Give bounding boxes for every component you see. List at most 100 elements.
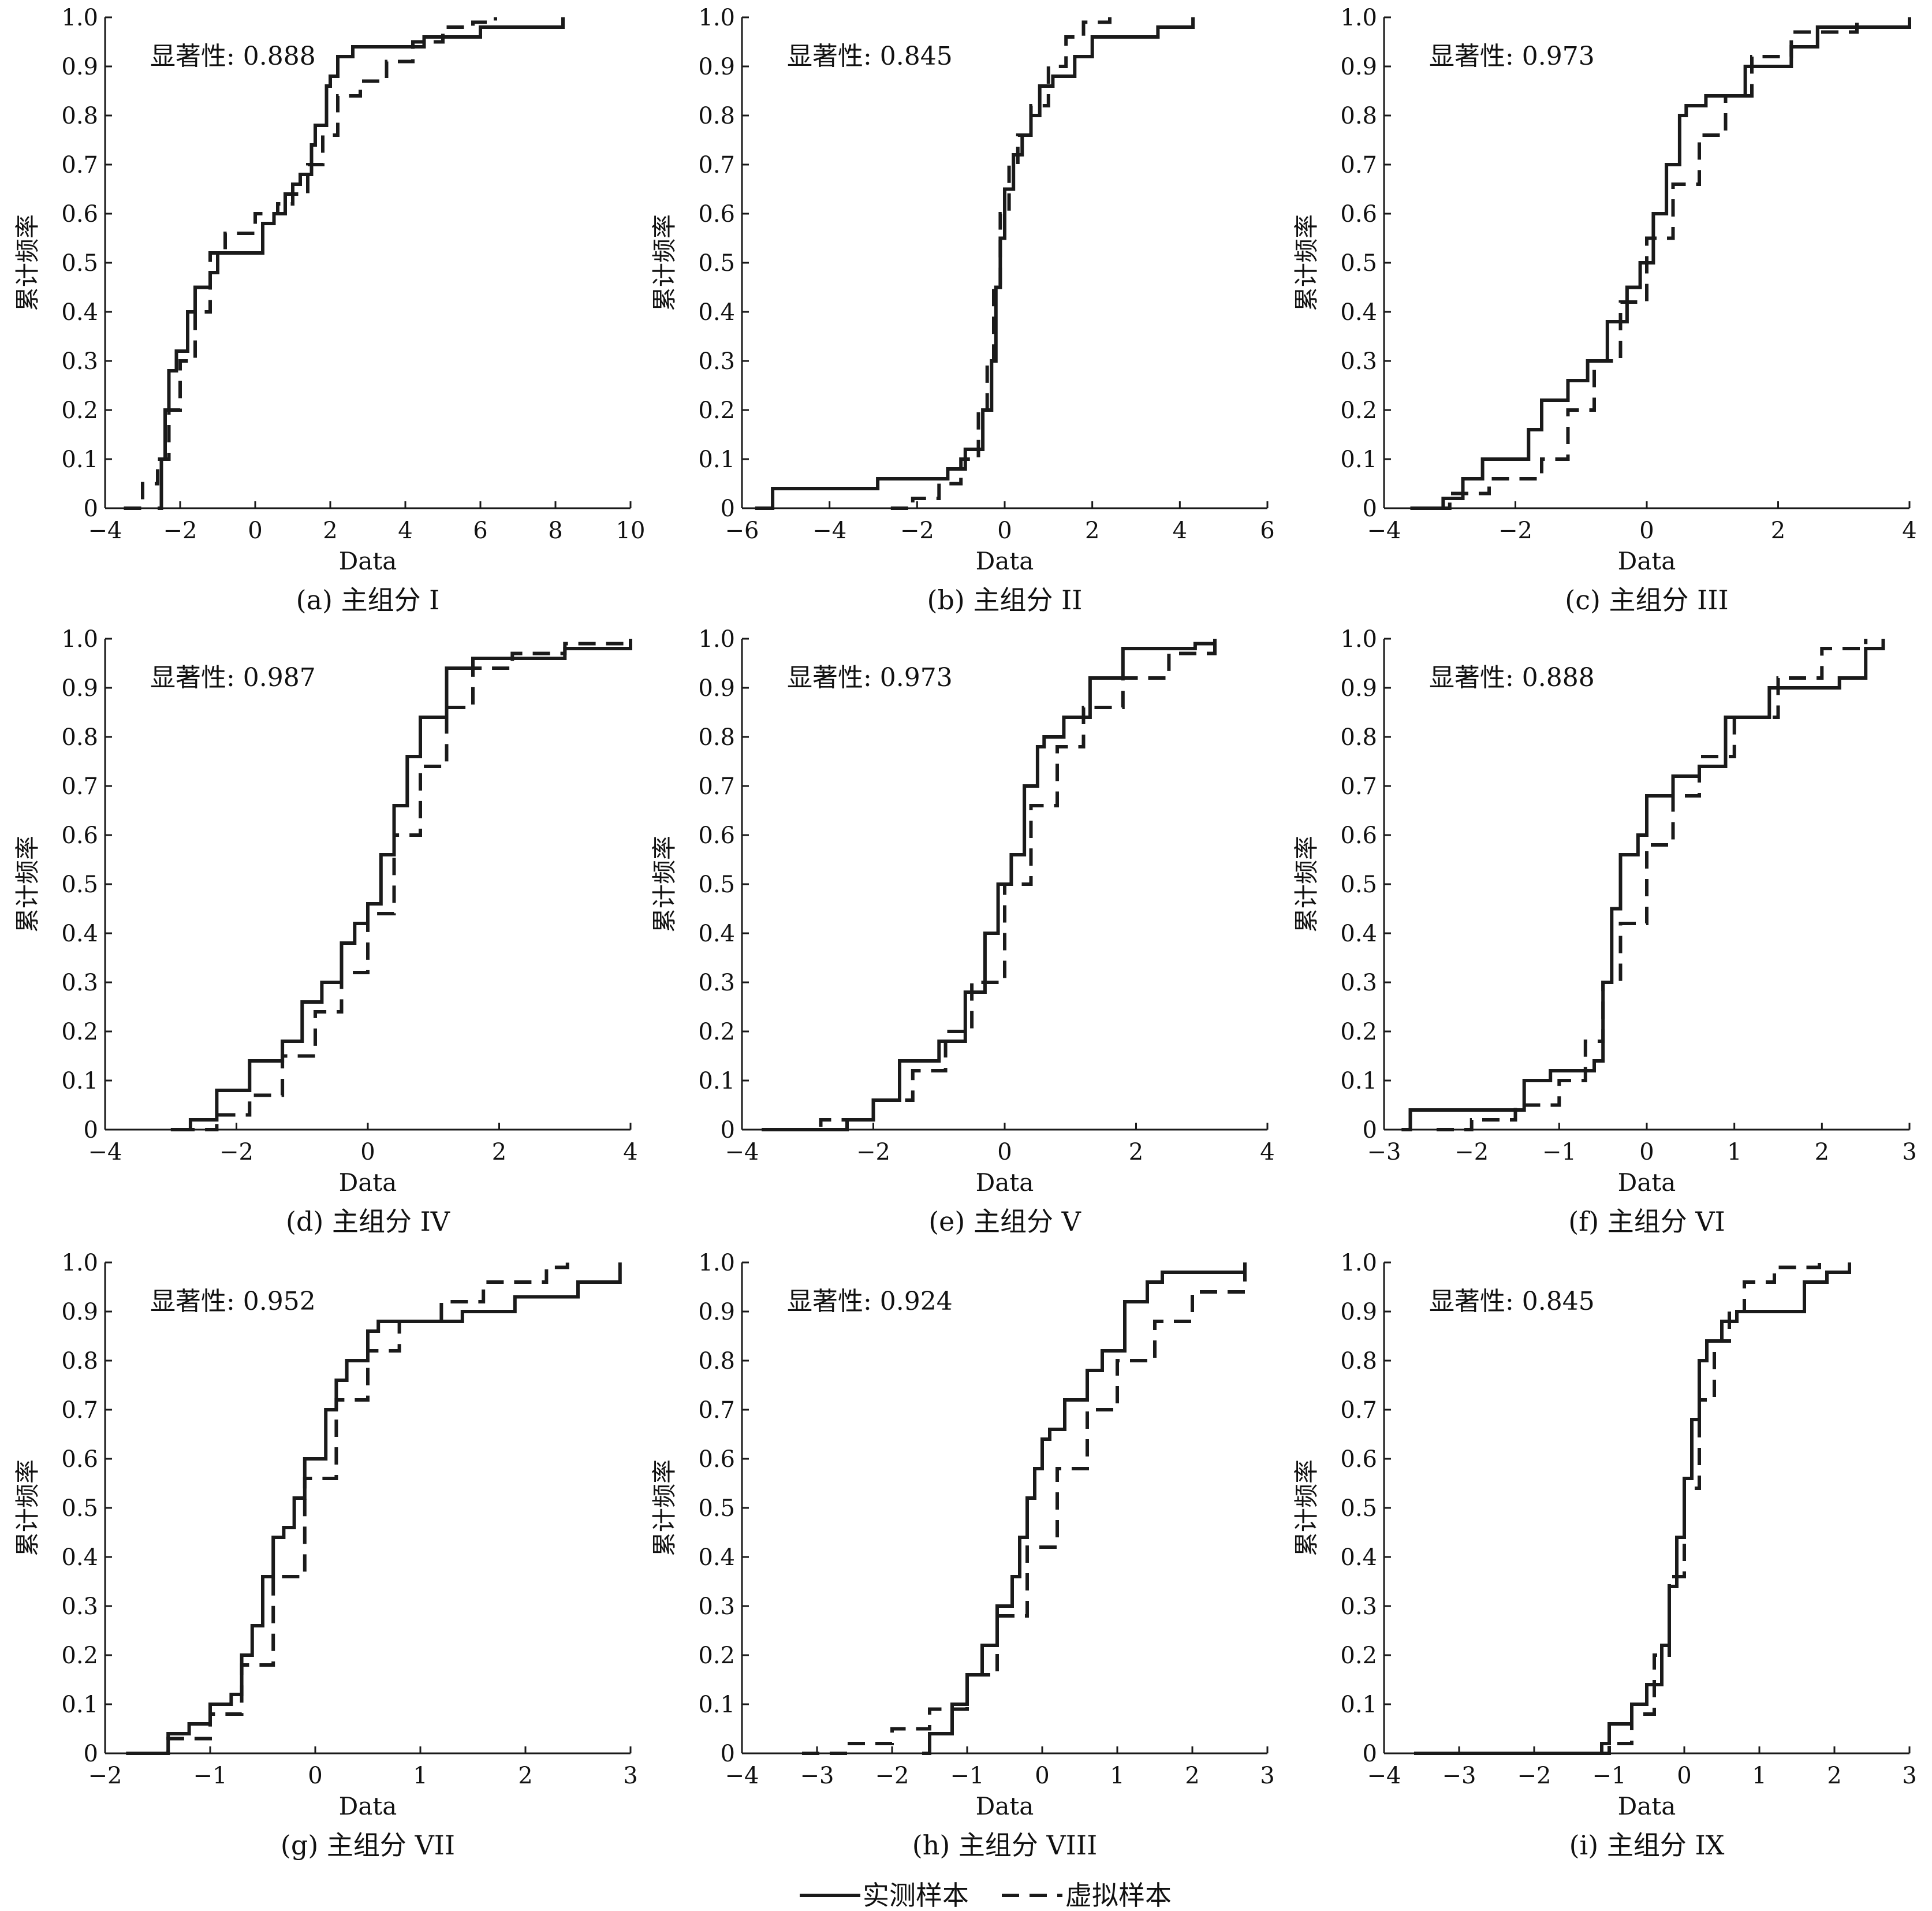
x-tick-label: 2 [1129,1139,1143,1165]
panel-4: 0 0.1 0.2 0.3 0.4 0.5 0.6 0.7 0.8 0.9 1.0 −4 −2 0 2 4 Da… [13,626,638,1237]
y-tick-label: 0.1 [1340,446,1377,473]
y-tick-label: 0.6 [61,201,98,228]
y-tick-label: 0.3 [1340,970,1377,996]
significance-annotation: 显著性: 0.845 [787,42,953,71]
panel-3: 0 0.1 0.2 0.3 0.4 0.5 0.6 0.7 0.8 0.9 1.0 −4 −2 0 2 4 Da… [1292,5,1917,616]
x-tick-label: 1 [1110,1763,1124,1789]
x-tick-label: 2 [1815,1139,1829,1165]
y-tick-label: 0.4 [61,1544,98,1571]
x-tick-label: 0 [360,1139,375,1165]
series-measured [170,639,632,1131]
y-tick-label: 1.0 [1340,1250,1377,1276]
x-tick-label: −3 [1442,1763,1476,1789]
panel-caption: (h) 主组分 VIII [912,1830,1098,1861]
x-tick-label: 2 [1827,1763,1841,1789]
y-tick-label: 0 [721,496,735,522]
y-tick-label: 0.5 [61,1495,98,1522]
y-tick-label: 0.8 [61,724,98,751]
x-tick-label: −2 [856,1139,890,1165]
y-axis-label: 累计频率 [13,836,42,933]
panel-caption: (b) 主组分 II [927,584,1083,616]
y-tick-label: 0.1 [61,446,98,473]
y-tick-label: 0.9 [61,675,98,702]
y-tick-label: 0.8 [1340,103,1377,129]
x-tick-label: 0 [1035,1763,1049,1789]
x-tick-label: −4 [1367,517,1401,544]
x-tick-label: −1 [950,1763,984,1789]
x-tick-label: 2 [1085,517,1099,544]
x-tick-label: 0 [997,1139,1012,1165]
panel-5: 0 0.1 0.2 0.3 0.4 0.5 0.6 0.7 0.8 0.9 1.0 −4 −2 0 2 4 Da… [650,626,1275,1237]
x-tick-label: −2 [900,517,934,544]
y-tick-label: 0.5 [61,871,98,898]
x-tick-label: 10 [616,517,646,544]
y-tick-label: 0.8 [698,724,735,751]
y-tick-label: 0.7 [698,773,735,800]
significance-annotation: 显著性: 0.987 [150,663,316,692]
y-tick-label: 0.3 [698,348,735,375]
series-virtual [1572,1262,1821,1755]
significance-annotation: 显著性: 0.924 [787,1287,953,1316]
x-tick-label: −2 [875,1763,909,1789]
y-tick-label: 0.9 [1340,675,1377,702]
x-tick-label: −2 [88,1763,122,1789]
x-axis-label: Data [976,547,1034,575]
y-tick-label: 0.9 [1340,1299,1377,1325]
y-tick-label: 0.3 [61,348,98,375]
panel-caption: (g) 主组分 VII [281,1830,455,1861]
y-tick-label: 0.4 [61,299,98,326]
y-tick-label: 0 [84,1741,98,1767]
x-axis-label: Data [339,1792,397,1820]
x-axis-label: Data [1618,1792,1676,1820]
significance-annotation: 显著性: 0.973 [787,663,953,692]
y-tick-label: 0.5 [1340,250,1377,277]
y-tick-label: 0.5 [61,250,98,277]
y-tick-label: 0.2 [698,1642,735,1669]
y-tick-label: 0.6 [1340,201,1377,228]
y-tick-label: 0.4 [61,921,98,947]
y-axis-label: 累计频率 [650,1459,678,1556]
x-tick-label: −2 [1454,1139,1489,1165]
y-tick-label: 0.9 [698,54,735,80]
y-tick-label: 0.3 [61,1593,98,1620]
y-tick-label: 0.6 [1340,1446,1377,1473]
y-tick-label: 0.8 [61,103,98,129]
panel-caption: (e) 主组分 V [928,1206,1081,1237]
x-tick-label: 0 [248,517,262,544]
x-tick-label: 3 [1260,1763,1274,1789]
y-tick-label: 0.8 [1340,724,1377,751]
y-tick-label: 0.1 [1340,1068,1377,1094]
panel-2: 0 0.1 0.2 0.3 0.4 0.5 0.6 0.7 0.8 0.9 1.0 −6 −4 −2 0 2 4… [650,5,1275,616]
y-tick-label: 1.0 [1340,5,1377,31]
x-tick-label: 4 [1260,1139,1274,1165]
x-tick-label: −3 [1367,1139,1401,1165]
series-virtual [768,639,1217,1131]
series-measured [1401,639,1885,1131]
y-tick-label: 1.0 [61,5,98,31]
legend: 实测样本 虚拟样本 [800,1880,1172,1911]
series-virtual [124,17,497,510]
significance-annotation: 显著性: 0.845 [1429,1287,1595,1316]
y-tick-label: 0.6 [698,1446,735,1473]
y-tick-label: 0.9 [61,54,98,80]
x-axis-label: Data [339,547,397,575]
x-tick-label: 3 [1902,1763,1916,1789]
y-tick-label: 0.5 [698,871,735,898]
y-tick-label: 0.1 [1340,1692,1377,1718]
x-tick-label: 2 [492,1139,506,1165]
panel-1: 0 0.1 0.2 0.3 0.4 0.5 0.6 0.7 0.8 0.9 1.0 −4 −2 0 2 4 6 8… [13,5,645,616]
y-tick-label: 0.1 [61,1692,98,1718]
y-tick-label: 0.6 [61,822,98,849]
y-axis-label: 累计频率 [1292,836,1321,933]
x-tick-label: 1 [1752,1763,1766,1789]
y-tick-label: 0.9 [1340,54,1377,80]
series-measured [158,17,565,510]
y-tick-label: 1.0 [61,626,98,653]
series-virtual [1437,639,1868,1131]
y-axis-label: 累计频率 [13,1459,42,1556]
x-tick-label: 0 [1639,517,1654,544]
x-tick-label: −2 [163,517,197,544]
x-tick-label: 4 [1902,517,1916,544]
x-tick-label: −4 [725,1139,759,1165]
x-tick-label: −4 [88,1139,122,1165]
